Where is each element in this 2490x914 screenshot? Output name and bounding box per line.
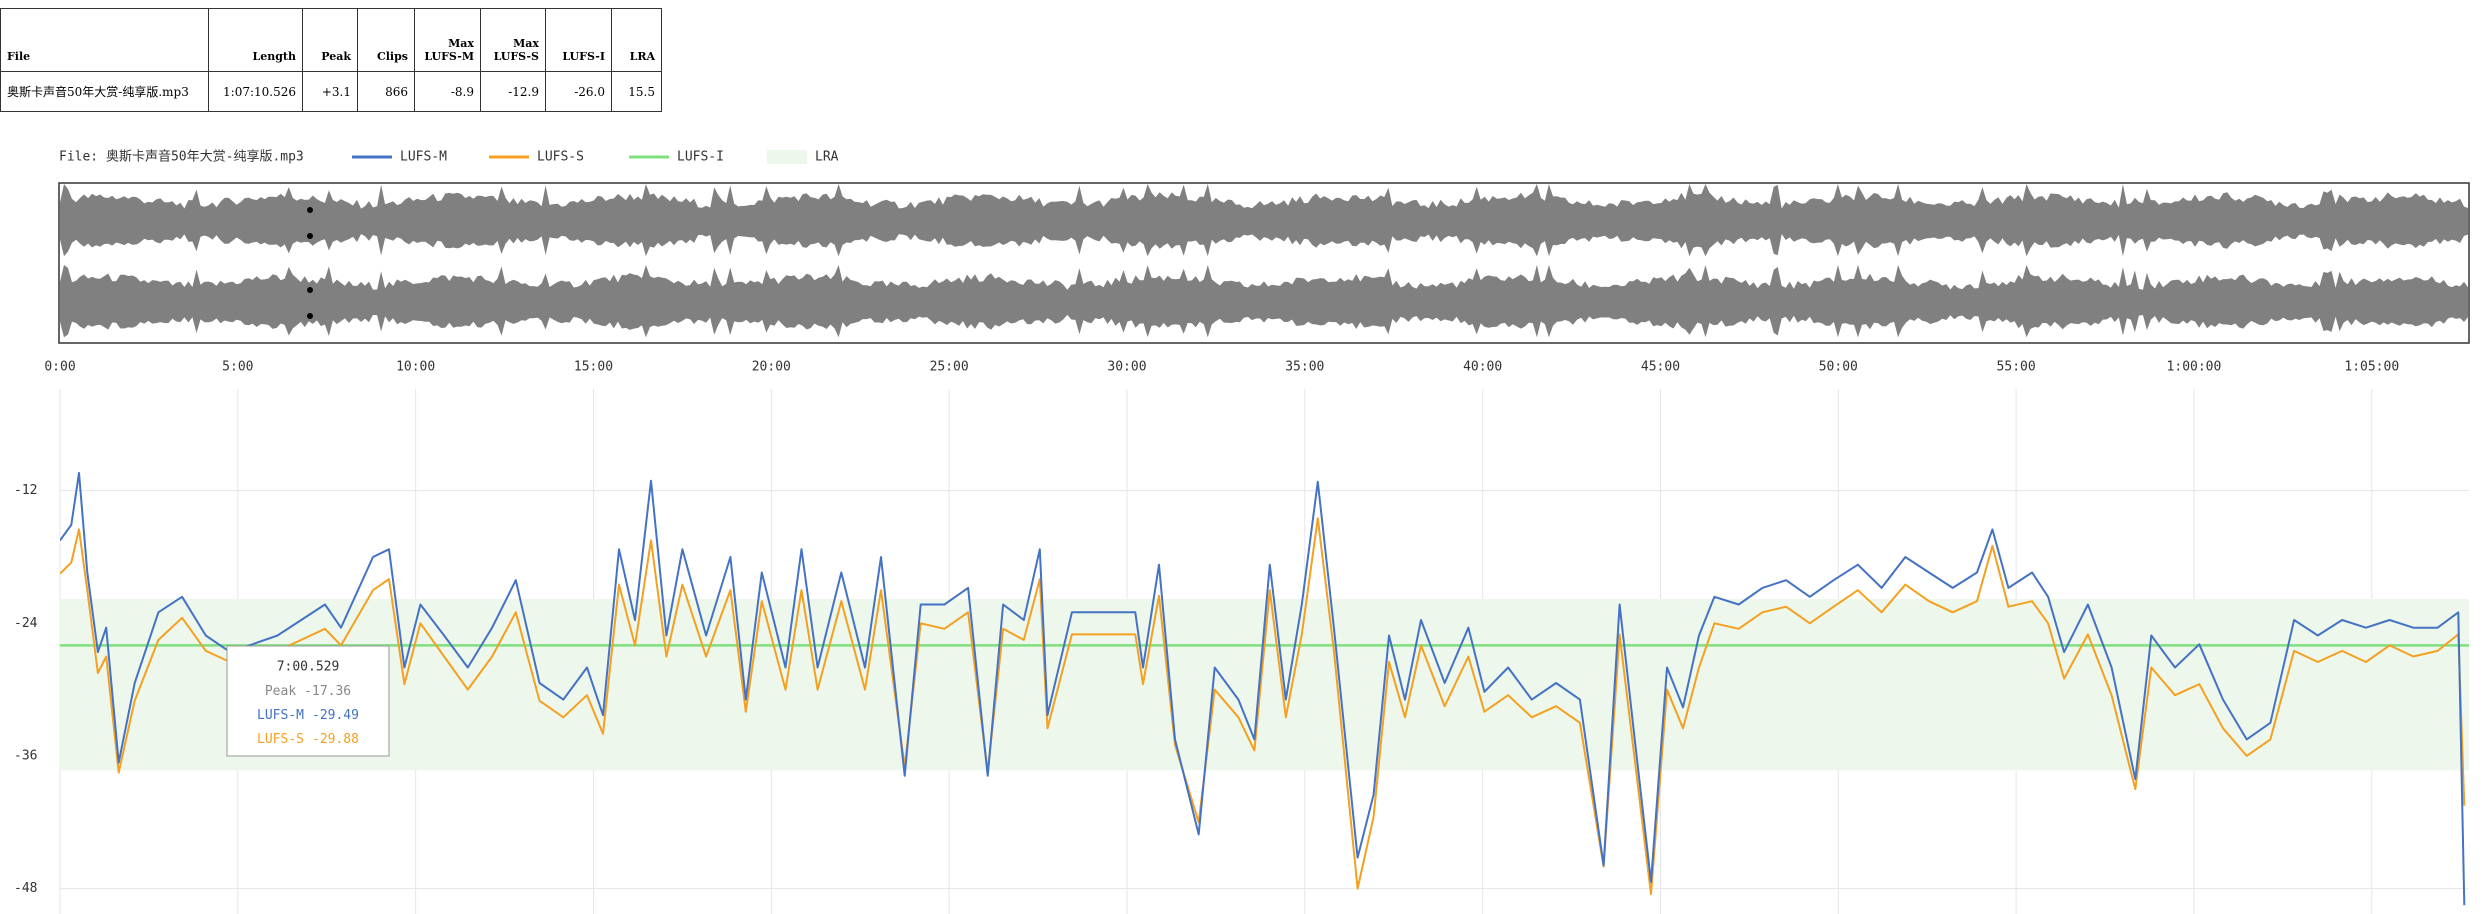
column-header: LUFS-I bbox=[545, 8, 612, 72]
column-header: Max LUFS-S bbox=[480, 8, 546, 72]
x-tick-label: 55:00 bbox=[1997, 360, 2036, 375]
y-tick-label: -48 bbox=[14, 881, 37, 896]
playhead-dot bbox=[307, 207, 313, 213]
table-cell: -8.9 bbox=[414, 71, 481, 112]
tooltip-line: LUFS-S -29.88 bbox=[257, 732, 359, 747]
y-tick-label: -12 bbox=[14, 483, 37, 498]
x-tick-label: 50:00 bbox=[1819, 360, 1858, 375]
x-tick-label: 15:00 bbox=[574, 360, 613, 375]
legend-label: LUFS-I bbox=[677, 150, 724, 165]
table-cell: 奥斯卡声音50年大赏-纯享版.mp3 bbox=[0, 71, 209, 112]
summary-table: File Length Peak Clips Max LUFS-M Max LUFS-S L… bbox=[0, 8, 662, 112]
x-tick-label: 35:00 bbox=[1285, 360, 1324, 375]
table-cell: -26.0 bbox=[545, 71, 612, 112]
table-cell: 15.5 bbox=[611, 71, 662, 112]
tooltip-line: Peak -17.36 bbox=[265, 684, 351, 699]
column-header: Length bbox=[208, 8, 303, 72]
tooltip-value: -17.36 bbox=[304, 684, 351, 699]
tooltip-value: -29.88 bbox=[312, 732, 359, 747]
header-row: File Length Peak Clips Max LUFS-M Max LUFS-S L… bbox=[0, 8, 662, 72]
waveform bbox=[60, 265, 2468, 338]
legend-swatch bbox=[767, 150, 807, 164]
x-tick-label: 30:00 bbox=[1107, 360, 1146, 375]
waveform bbox=[60, 184, 2468, 257]
column-header: File bbox=[0, 8, 209, 72]
y-tick-label: -24 bbox=[14, 616, 38, 631]
series-line bbox=[60, 472, 2466, 906]
tooltip-value: -29.49 bbox=[312, 708, 359, 723]
tooltip-label: LUFS-S bbox=[257, 732, 304, 747]
x-tick-label: 40:00 bbox=[1463, 360, 1502, 375]
series-line bbox=[60, 517, 2466, 896]
x-tick-label: 1:05:00 bbox=[2344, 360, 2399, 375]
playhead-dot bbox=[307, 233, 313, 239]
tooltip-time: 7:00.529 bbox=[277, 660, 340, 675]
x-tick-label: 1:00:00 bbox=[2167, 360, 2222, 375]
x-tick-label: 10:00 bbox=[396, 360, 435, 375]
legend-label: LUFS-M bbox=[400, 150, 447, 165]
x-tick-label: 20:00 bbox=[752, 360, 791, 375]
column-header: LRA bbox=[611, 8, 662, 72]
playhead-dot bbox=[307, 287, 313, 293]
table-cell: 1:07:10.526 bbox=[208, 71, 303, 112]
legend-title: File: 奥斯卡声音50年大赏-纯享版.mp3 bbox=[59, 149, 304, 165]
x-tick-label: 0:00 bbox=[44, 360, 75, 375]
legend-label: LRA bbox=[815, 150, 839, 165]
playhead-dot bbox=[307, 313, 313, 319]
tooltip-line: LUFS-M -29.49 bbox=[257, 708, 359, 723]
x-tick-label: 25:00 bbox=[930, 360, 969, 375]
x-tick-label: 45:00 bbox=[1641, 360, 1680, 375]
legend-label: LUFS-S bbox=[537, 150, 584, 165]
tooltip-box bbox=[226, 645, 390, 757]
column-header: Clips bbox=[357, 8, 415, 72]
tooltip-label: LUFS-M bbox=[257, 708, 304, 723]
table-cell: 866 bbox=[357, 71, 415, 112]
data-row: 奥斯卡声音50年大赏-纯享版.mp3 1:07:10.526 +3.1 866 -8.9… bbox=[0, 71, 662, 112]
x-tick-label: 5:00 bbox=[222, 360, 253, 375]
table-cell: +3.1 bbox=[302, 71, 358, 112]
y-tick-label: -36 bbox=[14, 748, 37, 763]
tooltip-label: Peak bbox=[265, 684, 296, 699]
table-cell: -12.9 bbox=[480, 71, 546, 112]
